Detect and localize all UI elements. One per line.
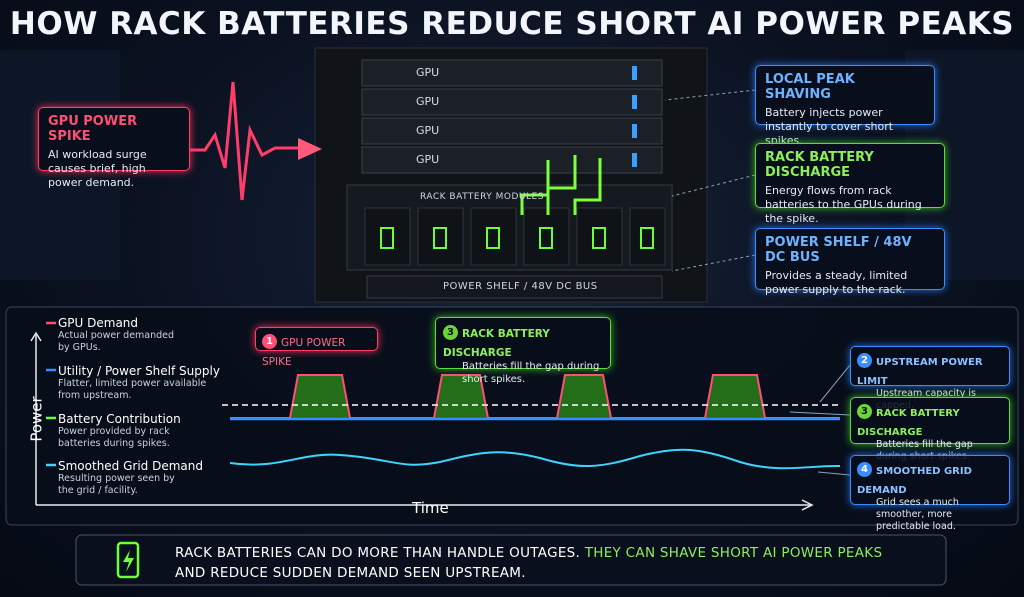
note-text: Grid sees a much smoother, more predicta… — [876, 497, 959, 532]
power-shelf — [366, 275, 663, 299]
footer-box — [75, 534, 947, 586]
callout: POWER SHELF / 48V DC BUS Provides a stea… — [755, 228, 945, 296]
annotation-title: GPU POWER SPIKE — [262, 337, 346, 368]
axes — [30, 331, 814, 511]
callout-text: AI workload surge causes brief, high pow… — [48, 148, 147, 189]
annotation: 1 GPU POWER SPIKE — [255, 327, 378, 368]
legend-item: Utility / Power Shelf Supply Flatter, lim… — [58, 364, 228, 402]
side-note: 3 RACK BATTERY DISCHARGE Batteries fill t… — [850, 397, 1010, 462]
grid-demand-line — [229, 448, 841, 470]
annotation-number: 1 — [262, 334, 277, 349]
footer-line: RACK BATTERIES CAN DO MORE THAN HANDLE O… — [175, 545, 581, 561]
callout-title: LOCAL PEAK SHAVING — [765, 72, 855, 102]
annotation-number: 3 — [443, 325, 458, 340]
annotation: 3 RACK BATTERY DISCHARGE Batteries fill t… — [435, 317, 611, 385]
callout: GPU POWER SPIKE AI workload surge causes… — [38, 107, 190, 189]
battery-icons — [380, 227, 654, 249]
gpu-label: GPU — [416, 153, 440, 166]
annotation-title: RACK BATTERY DISCHARGE — [443, 328, 550, 359]
gpu-label: GPU — [416, 124, 440, 137]
power-shelf-label: POWER SHELF / 48V DC BUS — [443, 281, 598, 292]
legend-name: GPU Demand — [58, 316, 139, 330]
chart-panel — [5, 306, 1019, 526]
legend-desc: Power provided by rack batteries during … — [58, 426, 170, 449]
callout: LOCAL PEAK SHAVING Battery injects power… — [755, 65, 935, 147]
note-number: 4 — [857, 462, 872, 477]
gpu-label: GPU — [416, 66, 440, 79]
side-note: 2 UPSTREAM POWER LIMIT Upstream capacity … — [850, 346, 1010, 411]
footer-text: RACK BATTERIES CAN DO MORE THAN HANDLE O… — [175, 543, 882, 583]
spike-arrow — [298, 138, 322, 160]
battery-modules — [364, 207, 666, 266]
gpu-leds — [632, 66, 637, 167]
callout-title: POWER SHELF / 48V DC BUS — [765, 235, 912, 265]
legend-name: Battery Contribution — [58, 412, 181, 426]
footer-line: AND REDUCE SUDDEN DEMAND SEEN UPSTREAM. — [175, 565, 526, 581]
footer-battery — [116, 541, 140, 579]
callout-text: Energy flows from rack batteries to the … — [765, 184, 922, 225]
footer-highlight: THEY CAN SHAVE SHORT AI POWER PEAKS — [584, 545, 883, 561]
annotation-text: Batteries fill the gap during short spik… — [462, 361, 600, 385]
callout: RACK BATTERY DISCHARGE Energy flows from… — [755, 143, 945, 225]
callout-text: Battery injects power instantly to cover… — [765, 106, 894, 147]
legend-item: Battery Contribution Power provided by ra… — [58, 412, 228, 450]
callout-text: Provides a steady, limited power supply … — [765, 269, 908, 296]
note-number: 3 — [857, 404, 872, 419]
note-title: RACK BATTERY DISCHARGE — [857, 408, 960, 438]
note-title: UPSTREAM POWER LIMIT — [857, 357, 983, 387]
title: HOW RACK BATTERIES REDUCE SHORT AI POWER… — [9, 6, 1015, 42]
callout-title: RACK BATTERY DISCHARGE — [765, 150, 874, 180]
legend-item: GPU Demand Actual power demanded by GPUs. — [58, 316, 228, 354]
spike-line — [190, 81, 300, 201]
legend-swatches — [46, 321, 56, 467]
note-number: 2 — [857, 353, 872, 368]
y-axis-label: Power — [27, 396, 46, 442]
gpu-label: GPU — [416, 95, 440, 108]
callout-title: GPU POWER SPIKE — [48, 114, 138, 144]
x-axis-label: Time — [412, 499, 449, 517]
note-title: SMOOTHED GRID DEMAND — [857, 466, 972, 496]
discharge-arrows — [520, 155, 602, 215]
connectors — [664, 89, 756, 272]
battery-contribution — [290, 375, 765, 418]
note-connectors — [789, 364, 851, 476]
legend-name: Smoothed Grid Demand — [58, 459, 204, 473]
legend-desc: Actual power demanded by GPUs. — [58, 330, 175, 353]
gpu-units — [361, 59, 663, 174]
legend-name: Utility / Power Shelf Supply — [58, 364, 220, 378]
footer-bolt — [123, 550, 134, 572]
side-note: 4 SMOOTHED GRID DEMAND Grid sees a much s… — [850, 455, 1010, 532]
legend-item: Smoothed Grid Demand Resulting power seen… — [58, 459, 228, 497]
legend-desc: Flatter, limited power available from up… — [58, 378, 207, 401]
battery-modules-label: RACK BATTERY MODULES — [420, 192, 544, 202]
legend-desc: Resulting power seen by the grid / facil… — [58, 473, 175, 496]
